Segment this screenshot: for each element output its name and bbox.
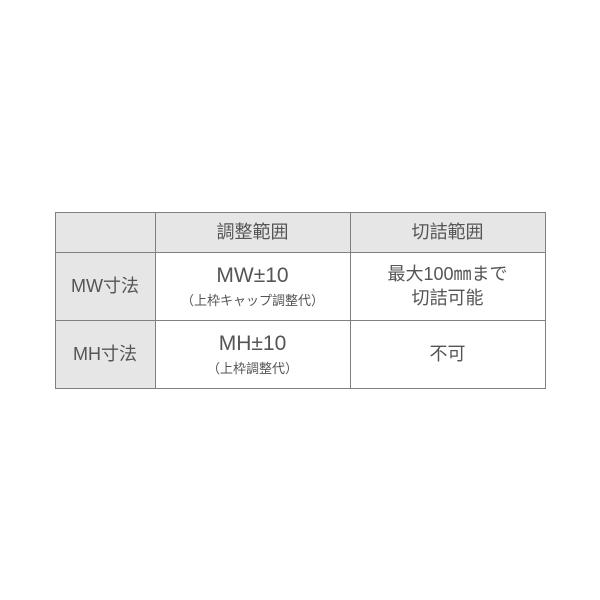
cell-mh-trim: 不可 (350, 320, 545, 388)
cell-line1: 最大100㎜まで (355, 262, 541, 286)
cell-mh-adjust: MH±10 （上枠調整代） (155, 320, 350, 388)
cell-text: 不可 (430, 344, 466, 364)
table-row: MH寸法 MH±10 （上枠調整代） 不可 (55, 320, 545, 388)
spec-table: 調整範囲 切詰範囲 MW寸法 MW±10 （上枠キャップ調整代） 最大100㎜ま… (55, 212, 546, 389)
row-label-mw: MW寸法 (55, 252, 155, 320)
cell-main: MH±10 (160, 330, 346, 358)
cell-sub: （上枠キャップ調整代） (160, 292, 346, 310)
page: 調整範囲 切詰範囲 MW寸法 MW±10 （上枠キャップ調整代） 最大100㎜ま… (0, 0, 600, 600)
cell-mw-trim: 最大100㎜まで 切詰可能 (350, 252, 545, 320)
header-col-trim: 切詰範囲 (350, 212, 545, 252)
cell-line2: 切詰可能 (355, 286, 541, 310)
table-header-row: 調整範囲 切詰範囲 (55, 212, 545, 252)
row-label-mh: MH寸法 (55, 320, 155, 388)
header-corner (55, 212, 155, 252)
cell-sub: （上枠調整代） (160, 360, 346, 378)
cell-mw-adjust: MW±10 （上枠キャップ調整代） (155, 252, 350, 320)
header-col-adjust: 調整範囲 (155, 212, 350, 252)
table-row: MW寸法 MW±10 （上枠キャップ調整代） 最大100㎜まで 切詰可能 (55, 252, 545, 320)
cell-main: MW±10 (160, 262, 346, 290)
